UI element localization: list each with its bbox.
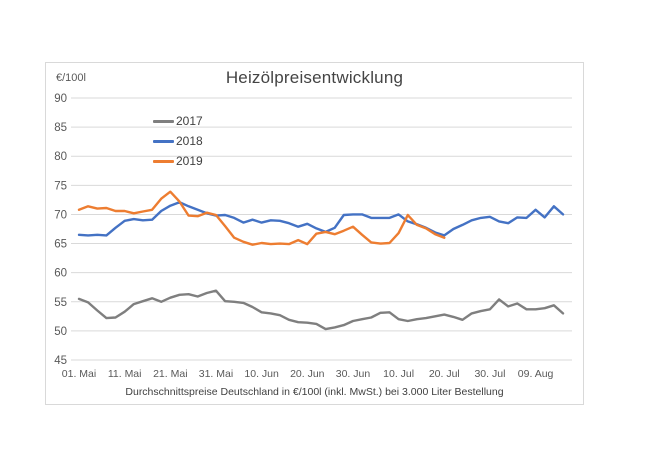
x-tick-label-3: 31. Mai [199, 368, 233, 380]
legend-label-2018: 2018 [176, 134, 203, 148]
chart-plot-area: 45 50 55 60 65 70 75 80 85 90 01. Mai 11. Mai 21. Ma… [54, 93, 572, 380]
x-tick-label-4: 10. Jun [244, 368, 279, 380]
x-tick-label-1: 11. Mai [108, 368, 142, 380]
y-tick-label-45: 45 [54, 355, 67, 367]
x-tick-label-9: 30. Jul [474, 368, 505, 380]
legend-swatch-2019 [153, 159, 174, 163]
legend-item-2017: 2017 [153, 111, 203, 131]
y-tick-label-60: 60 [54, 268, 67, 280]
x-tick-label-8: 20. Jul [429, 368, 460, 380]
x-tick-label-0: 01. Mai [62, 368, 96, 380]
series-line-2019 [77, 190, 446, 246]
y-tick-label-85: 85 [54, 122, 67, 134]
y-tick-label-65: 65 [54, 239, 67, 251]
x-tick-label-2: 21. Mai [153, 368, 187, 380]
y-tick-label-55: 55 [54, 297, 67, 309]
chart-footer-note: Durchschnittspreise Deutschland in €/100… [125, 386, 504, 398]
y-tick-label-90: 90 [54, 93, 67, 105]
y-tick-label-70: 70 [54, 209, 67, 221]
y-tick-label-75: 75 [54, 180, 67, 192]
y-tick-label-80: 80 [54, 151, 67, 163]
x-tick-label-10: 09. Aug [518, 368, 554, 380]
x-tick-label-7: 10. Jul [383, 368, 414, 380]
x-tick-label-6: 30. Jun [336, 368, 371, 380]
y-axis-unit-label: €/100l [56, 72, 86, 84]
series-line-2017 [77, 289, 565, 331]
legend-swatch-2018 [153, 139, 174, 143]
series-line-2018 [77, 201, 565, 237]
legend-item-2019: 2019 [153, 151, 203, 171]
chart-title: Heizölpreisentwicklung [225, 68, 404, 87]
chart-container: 45 50 55 60 65 70 75 80 85 90 01. Mai 11. Mai 21. Ma… [45, 62, 584, 405]
legend-swatch-2017 [153, 119, 174, 123]
x-tick-label-5: 20. Jun [290, 368, 325, 380]
legend-label-2019: 2019 [176, 154, 203, 168]
legend-label-2017: 2017 [176, 114, 203, 128]
chart-legend: 2017 2018 2019 [153, 111, 203, 171]
y-tick-label-50: 50 [54, 326, 67, 338]
legend-item-2018: 2018 [153, 131, 203, 151]
